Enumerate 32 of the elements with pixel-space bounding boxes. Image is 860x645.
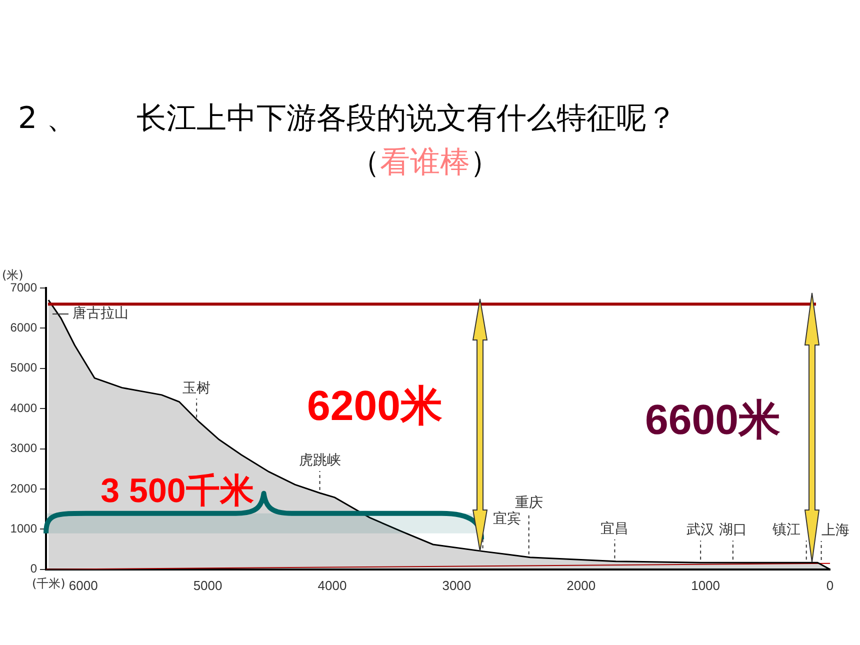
annotation: 武汉 (686, 522, 715, 538)
annotation: 湖口 (718, 522, 747, 538)
x-tick-label: 2000 (566, 578, 596, 593)
y-tick-label: 4000 (10, 400, 38, 415)
annotation: 宜昌 (600, 521, 629, 537)
x-tick-label: 0 (826, 578, 834, 593)
x-axis-title: (千米) (32, 576, 66, 591)
y-tick-label: 3000 (10, 441, 38, 456)
annotation: 虎跳峡 (298, 452, 341, 469)
y-tick-label: 6000 (10, 320, 38, 335)
chart-subtitle: （看谁棒） (350, 145, 500, 180)
annotation: 宜宾 (492, 510, 521, 527)
chart-title: 2 、 长江上中下游各段的说文有什么特征呢？ (18, 100, 677, 138)
annotation: 6200米 (307, 381, 442, 431)
x-tick-label: 3000 (442, 578, 472, 593)
y-tick-label: 1000 (10, 522, 38, 536)
annotation: 上海 (821, 522, 850, 539)
y-tick-label: 5000 (10, 360, 38, 375)
y-axis-title: (米) (2, 268, 24, 282)
band-label: 3 500千米 (100, 472, 254, 510)
x-tick-label: 4000 (318, 578, 347, 593)
annotation: 6600米 (645, 395, 780, 445)
x-tick-label: 1000 (691, 578, 720, 593)
x-tick-label: 5000 (193, 578, 222, 593)
y-tick-label: 2000 (10, 481, 38, 496)
annotation: 玉树 (182, 380, 211, 396)
x-tick-label: 6000 (68, 578, 98, 593)
annotation: 镇江 (771, 522, 800, 538)
y-tick-label: 0 (30, 562, 38, 576)
annotation: 唐古拉山 (72, 306, 128, 322)
y-tick-label: 7000 (10, 280, 38, 294)
annotation: 重庆 (514, 494, 543, 511)
